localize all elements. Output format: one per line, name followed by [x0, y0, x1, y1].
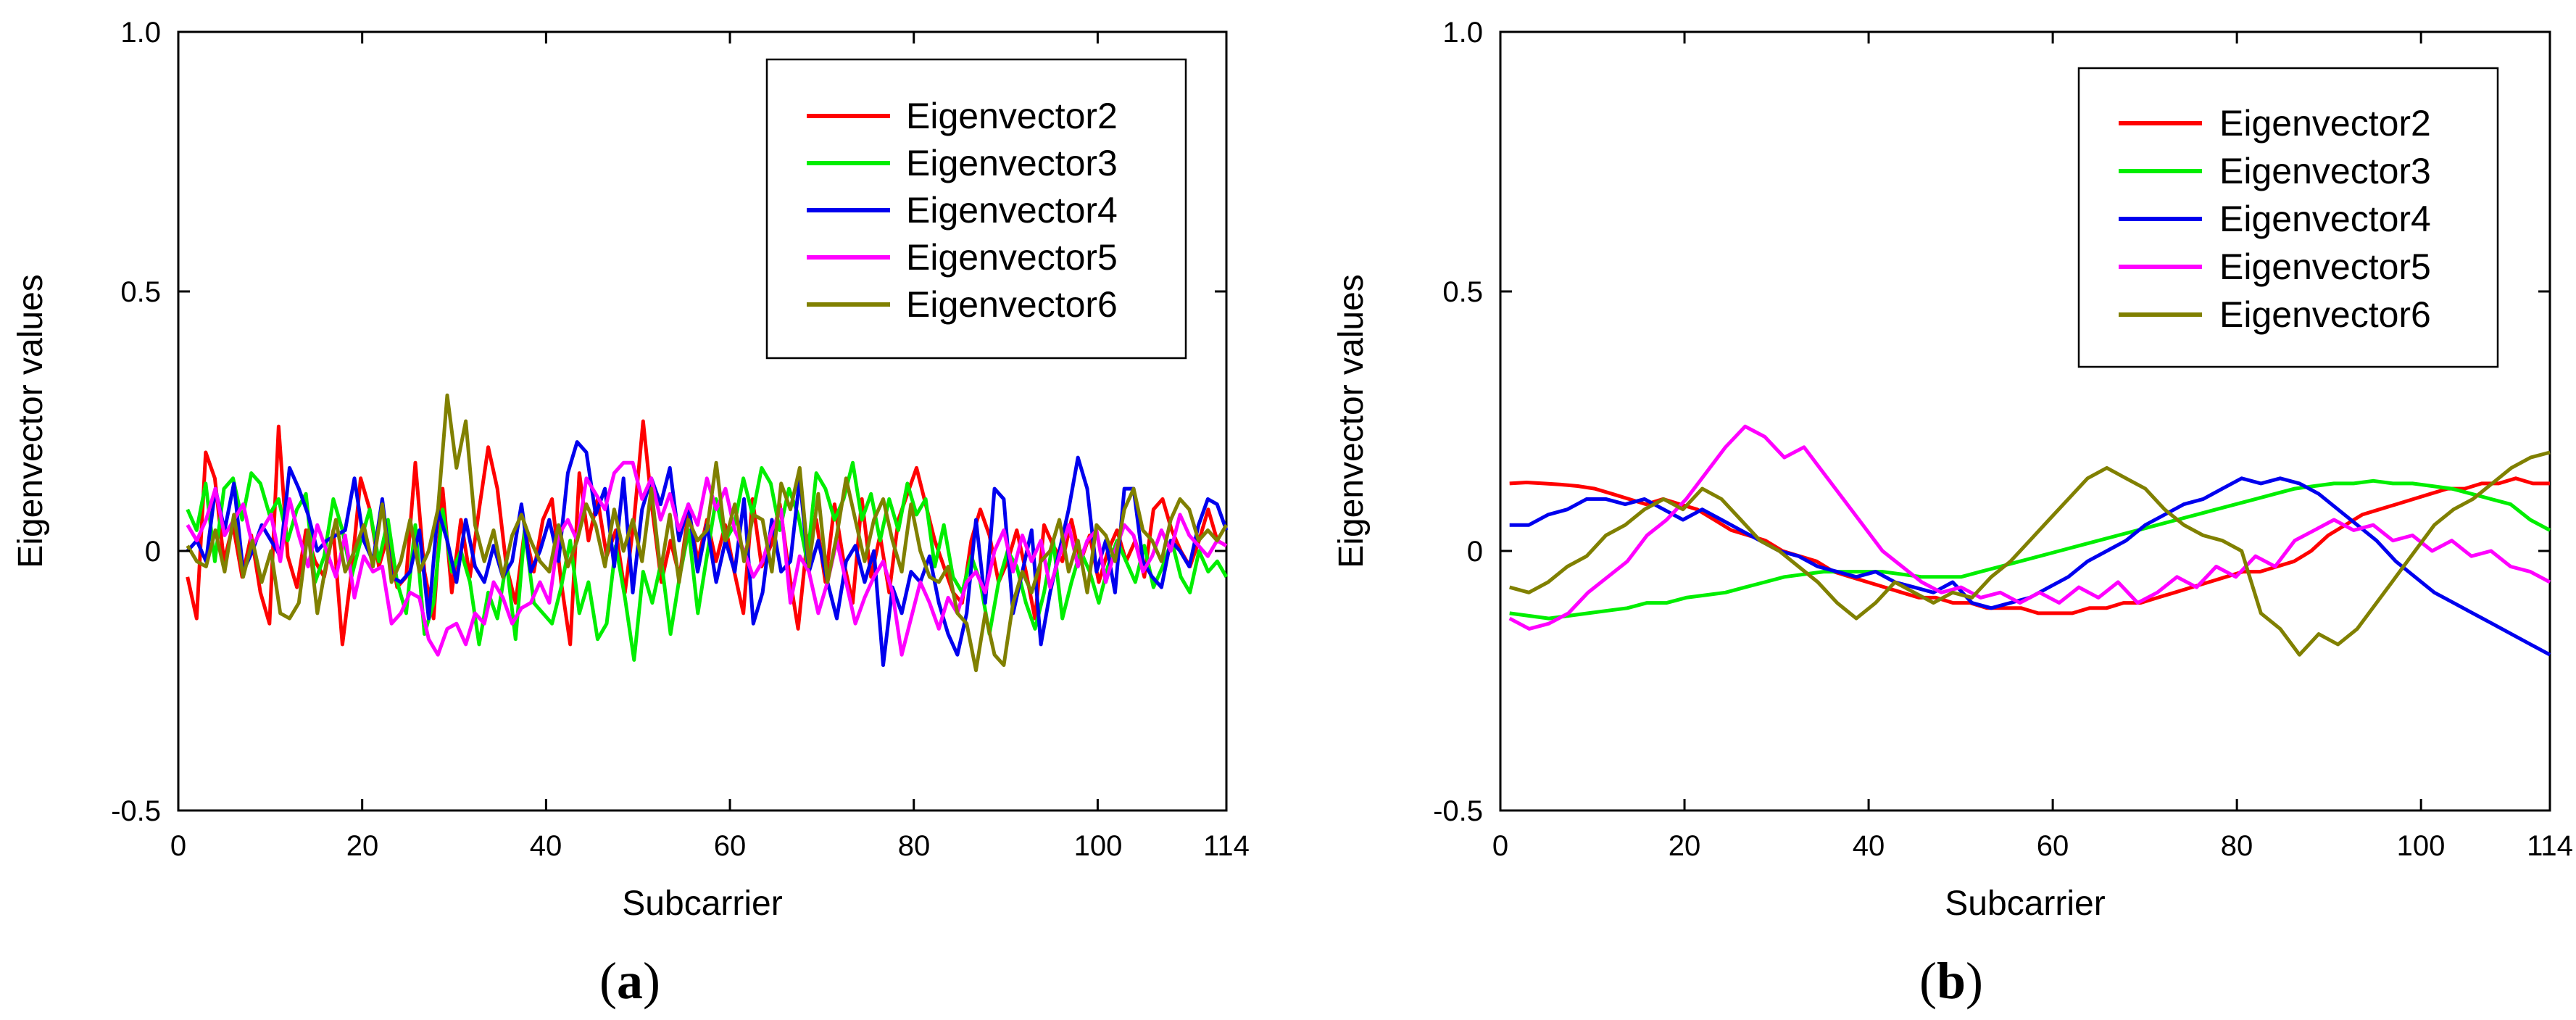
x-tick-label: 114 — [2527, 830, 2573, 862]
panel-label-a: (a) — [599, 952, 660, 1010]
chart-panel-b: 0 20 40 60 80 100 114 -0.5 0 0.5 1.0 Sub… — [1332, 17, 2573, 1010]
y-tick-label: 1.0 — [120, 17, 161, 49]
legend-label-eigenvector6: Eigenvector6 — [2219, 294, 2431, 335]
legend-label-eigenvector5: Eigenvector5 — [906, 237, 1118, 278]
x-tick-labels-a: 0 20 40 60 80 100 114 — [170, 830, 1250, 862]
legend-label-eigenvector2: Eigenvector2 — [2219, 103, 2431, 144]
legend-label-eigenvector4: Eigenvector4 — [906, 190, 1118, 231]
x-tick-label: 0 — [1492, 830, 1508, 862]
x-tick-label: 60 — [2037, 830, 2069, 862]
series-line-eigenvector6 — [186, 393, 1229, 673]
legend-label-eigenvector3: Eigenvector3 — [906, 143, 1118, 183]
y-tick-label: 1.0 — [1442, 17, 1483, 49]
legend-a: Eigenvector2 Eigenvector3 Eigenvector4 E… — [765, 58, 1187, 360]
y-tick-label: -0.5 — [1433, 795, 1483, 827]
legend-label-eigenvector3: Eigenvector3 — [2219, 151, 2431, 191]
legend-label-eigenvector4: Eigenvector4 — [2219, 199, 2431, 239]
x-axis-title-a: Subcarrier — [622, 884, 782, 923]
x-tick-labels-b: 0 20 40 60 80 100 114 — [1492, 830, 2573, 862]
series-group-a — [186, 393, 1229, 673]
x-tick-label: 20 — [1669, 830, 1701, 862]
x-tick-label: 40 — [1853, 830, 1885, 862]
chart-panel-a: 0 20 40 60 80 100 114 -0.5 0 0.5 1.0 Sub… — [12, 17, 1250, 1010]
legend-label-eigenvector6: Eigenvector6 — [906, 284, 1118, 325]
x-tick-label: 114 — [1203, 830, 1250, 862]
legend-b: Eigenvector2 Eigenvector3 Eigenvector4 E… — [2077, 67, 2499, 368]
axis-ticks-a — [177, 30, 1228, 812]
series-line-eigenvector6 — [1509, 450, 2551, 657]
legend-label-eigenvector5: Eigenvector5 — [2219, 246, 2431, 287]
y-tick-label: 0 — [1467, 536, 1483, 568]
x-axis-title-b: Subcarrier — [1945, 884, 2105, 923]
y-tick-labels-b: -0.5 0 0.5 1.0 — [1433, 17, 1483, 827]
x-tick-label: 100 — [1074, 830, 1123, 862]
x-tick-label: 40 — [530, 830, 562, 862]
x-tick-label: 60 — [714, 830, 747, 862]
y-tick-label: 0 — [145, 536, 161, 568]
series-line-eigenvector5 — [186, 460, 1228, 657]
series-group-b — [1508, 424, 2551, 657]
axis-ticks-b — [1499, 30, 2551, 812]
series-line-eigenvector3 — [1509, 478, 2551, 621]
x-tick-label: 20 — [346, 830, 379, 862]
y-tick-labels-a: -0.5 0 0.5 1.0 — [111, 17, 161, 827]
y-tick-label: 0.5 — [120, 276, 161, 308]
y-tick-label: -0.5 — [111, 795, 161, 827]
x-tick-label: 100 — [2397, 830, 2446, 862]
y-axis-title-a: Eigenvector values — [12, 274, 50, 568]
legend-label-eigenvector2: Eigenvector2 — [906, 96, 1118, 136]
x-tick-label: 0 — [170, 830, 186, 862]
x-tick-label: 80 — [2221, 830, 2253, 862]
series-line-eigenvector5 — [1508, 424, 2551, 631]
x-tick-label: 80 — [898, 830, 931, 862]
y-axis-title-b: Eigenvector values — [1332, 274, 1371, 568]
panel-label-b: (b) — [1919, 952, 1983, 1010]
y-tick-label: 0.5 — [1442, 276, 1483, 308]
